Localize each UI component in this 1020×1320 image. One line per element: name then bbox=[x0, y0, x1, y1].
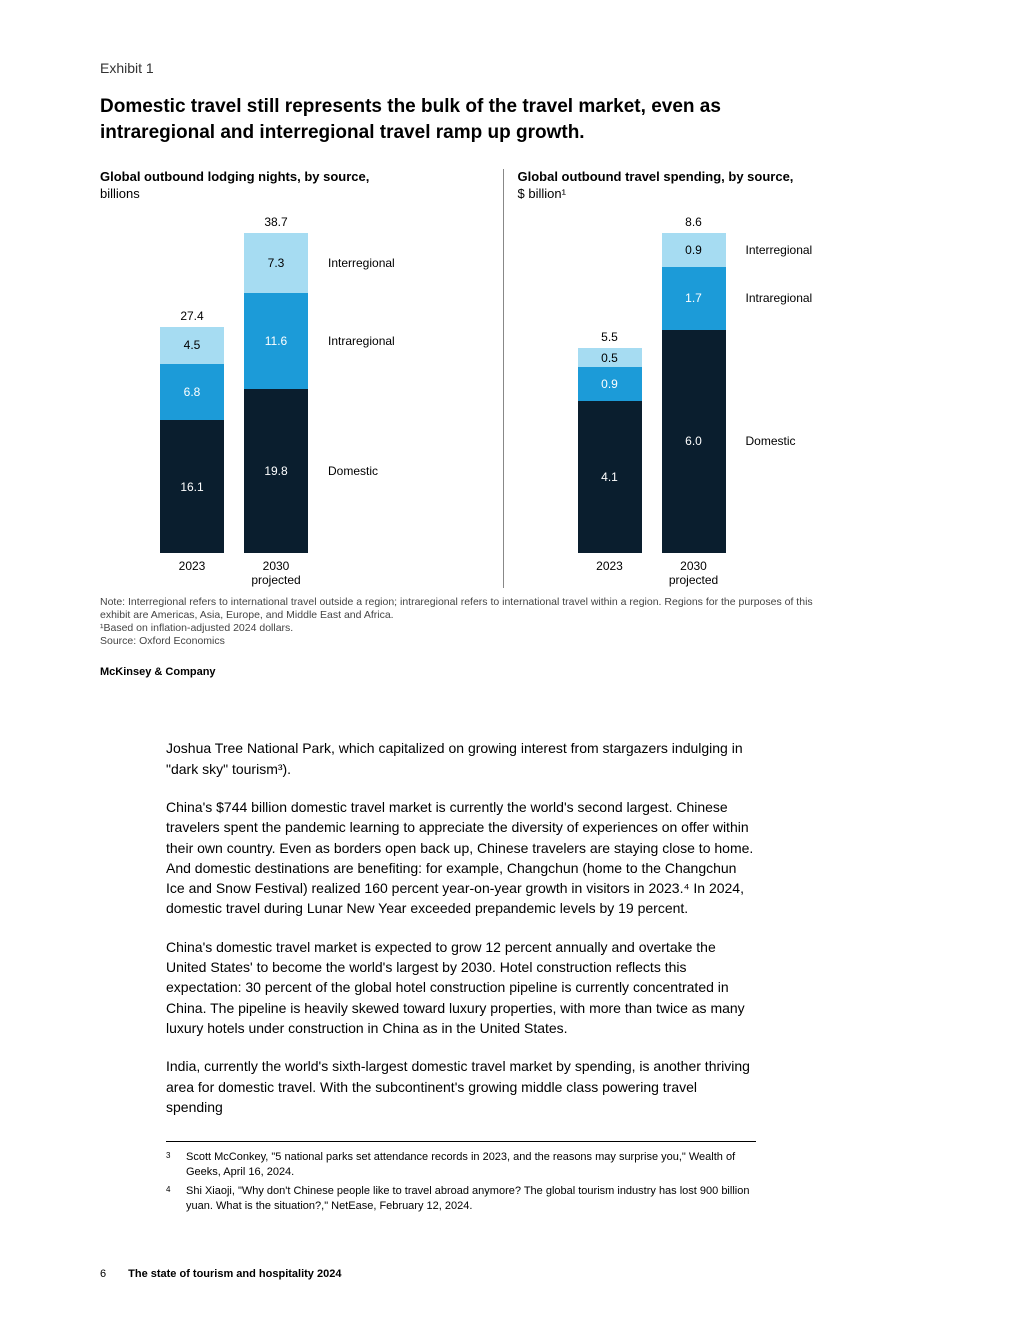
segment-label-domestic: Domestic bbox=[328, 464, 378, 478]
body-p2: China's $744 billion domestic travel mar… bbox=[166, 797, 756, 919]
bar-segment-domestic: 4.1 bbox=[578, 401, 642, 554]
bar-segment-intraregional: 1.7 bbox=[662, 267, 726, 330]
note-source: Source: Oxford Economics bbox=[100, 635, 820, 648]
exhibit-label: Exhibit 1 bbox=[100, 60, 920, 76]
charts-container: Global outbound lodging nights, by sourc… bbox=[100, 169, 920, 588]
bar-total: 38.7 bbox=[264, 215, 287, 229]
bar-x-label: 2030projected bbox=[662, 559, 726, 588]
chart1-unit: billions bbox=[100, 186, 493, 203]
footnote-number: 3 bbox=[166, 1150, 176, 1180]
bar-total: 27.4 bbox=[180, 309, 203, 323]
bar-segment-interregional: 4.5 bbox=[160, 327, 224, 364]
bar-segment-interregional: 0.5 bbox=[578, 348, 642, 367]
segment-label-interregional: Interregional bbox=[328, 256, 395, 270]
bar-x-label: 2023 bbox=[160, 559, 224, 588]
brand-attribution: McKinsey & Company bbox=[100, 666, 920, 678]
bar-x-label: 2030projected bbox=[244, 559, 308, 588]
chart2-title: Global outbound travel spending, by sour… bbox=[518, 169, 911, 186]
chart2-body: 5.54.10.90.58.66.01.70.9DomesticIntrareg… bbox=[518, 213, 911, 588]
footnotes: 3 Scott McConkey, "5 national parks set a… bbox=[166, 1141, 756, 1213]
chart1-body: 27.4 16.16.84.5 38.7 19.811.67.3 Domestic Int… bbox=[100, 213, 493, 588]
exhibit-title: Domestic travel still represents the bul… bbox=[100, 94, 820, 145]
chart2-unit: $ billion¹ bbox=[518, 186, 911, 203]
bar-x-label: 2023 bbox=[578, 559, 642, 588]
report-title: The state of tourism and hospitality 202… bbox=[128, 1268, 341, 1280]
chart-travel-spending: Global outbound travel spending, by sour… bbox=[503, 169, 921, 588]
bar-segment-intraregional: 0.9 bbox=[578, 367, 642, 400]
page-number: 6 bbox=[100, 1268, 106, 1280]
chart1-title: Global outbound lodging nights, by sourc… bbox=[100, 169, 493, 186]
footnote-text: Scott McConkey, "5 national parks set at… bbox=[186, 1150, 756, 1180]
chart-lodging-nights: Global outbound lodging nights, by sourc… bbox=[100, 169, 503, 588]
segment-label-interregional: Interregional bbox=[746, 243, 813, 257]
segment-label-intraregional: Intraregional bbox=[328, 334, 395, 348]
page-footer: 6 The state of tourism and hospitality 2… bbox=[100, 1268, 341, 1280]
body-p4: India, currently the world's sixth-large… bbox=[166, 1056, 756, 1117]
bar-segment-interregional: 7.3 bbox=[244, 233, 308, 293]
bar-segment-intraregional: 11.6 bbox=[244, 293, 308, 389]
bar-total: 8.6 bbox=[685, 215, 702, 229]
body-p3: China's domestic travel market is expect… bbox=[166, 937, 756, 1038]
segment-label-domestic: Domestic bbox=[746, 434, 796, 448]
bar-segment-domestic: 19.8 bbox=[244, 389, 308, 553]
bar-segment-domestic: 6.0 bbox=[662, 330, 726, 553]
bar-segment-domestic: 16.1 bbox=[160, 420, 224, 553]
footnote-text: Shi Xiaoji, "Why don't Chinese people li… bbox=[186, 1184, 756, 1214]
article-body: Joshua Tree National Park, which capital… bbox=[166, 738, 756, 1117]
footnote-number: 4 bbox=[166, 1184, 176, 1214]
note-main: Note: Interregional refers to internatio… bbox=[100, 596, 820, 622]
bar-total: 5.5 bbox=[601, 330, 618, 344]
bar-segment-intraregional: 6.8 bbox=[160, 364, 224, 420]
chart-notes: Note: Interregional refers to internatio… bbox=[100, 596, 820, 649]
footnote: 3 Scott McConkey, "5 national parks set a… bbox=[166, 1150, 756, 1180]
note-foot1: ¹Based on inflation-adjusted 2024 dollar… bbox=[100, 622, 820, 635]
footnote: 4 Shi Xiaoji, "Why don't Chinese people l… bbox=[166, 1184, 756, 1214]
body-p1: Joshua Tree National Park, which capital… bbox=[166, 738, 756, 779]
segment-label-intraregional: Intraregional bbox=[746, 291, 813, 305]
bar-segment-interregional: 0.9 bbox=[662, 233, 726, 266]
